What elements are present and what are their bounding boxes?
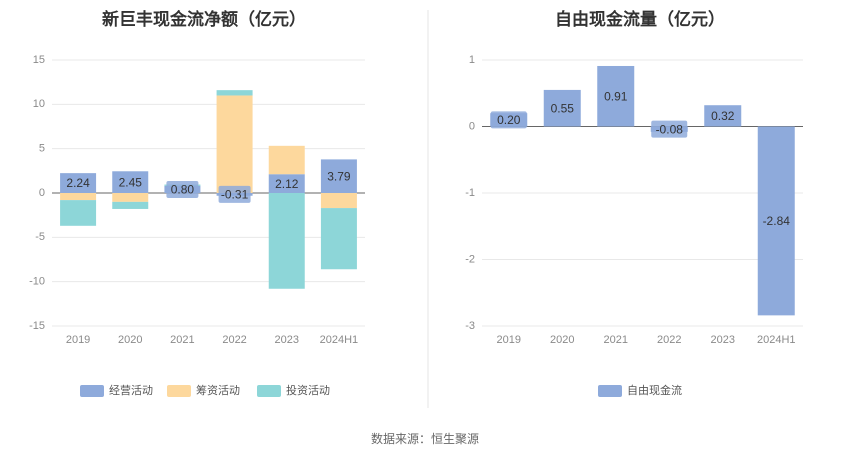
y-tick-label-0-0: 15 [33, 54, 45, 66]
y-tick-label-0-1: 10 [33, 98, 45, 110]
x-tick-label-0-5: 2024H1 [320, 334, 359, 346]
chart-title-0: 新巨丰现金流净额（亿元） [102, 9, 306, 30]
data-label-box-1-2 [597, 87, 634, 105]
x-tick-label-0-1: 2020 [118, 334, 142, 346]
data-label-box-1-5 [758, 212, 795, 230]
legend-swatch-0-0 [80, 385, 104, 397]
x-tick-label-1-3: 2022 [657, 334, 681, 346]
x-tick-label-0-2: 2021 [170, 334, 194, 346]
x-tick-label-1-4: 2023 [711, 334, 735, 346]
y-tick-label-0-6: -15 [29, 320, 45, 332]
data-label-1-4: 0.32 [711, 109, 735, 123]
data-label-1-0: 0.20 [497, 113, 521, 127]
data-label-box-0-5 [322, 167, 355, 185]
y-tick-label-0-3: 0 [39, 187, 45, 199]
data-label-0-4: 2.12 [275, 177, 299, 191]
data-label-1-1: 0.55 [551, 101, 575, 115]
bar-0-2-1 [112, 201, 149, 209]
x-tick-label-0-3: 2022 [222, 334, 246, 346]
bar-0-2-0 [60, 200, 97, 226]
y-tick-label-1-1: 0 [469, 120, 475, 132]
legend-label-1-0: 自由现金流 [627, 383, 682, 397]
bar-0-1-4 [268, 145, 305, 175]
legend-swatch-0-1 [167, 385, 191, 397]
bar-0-1-3 [216, 95, 253, 193]
y-tick-label-1-4: -3 [465, 320, 475, 332]
legend-label-0-1: 筹资活动 [196, 383, 240, 397]
x-tick-label-1-1: 2020 [550, 334, 574, 346]
y-tick-label-0-4: -5 [35, 231, 45, 243]
data-label-0-5: 3.79 [327, 169, 351, 183]
data-label-0-3: -0.31 [221, 188, 249, 202]
data-label-box-1-3 [651, 120, 688, 138]
bar-0-2-5 [320, 208, 357, 270]
y-tick-label-1-2: -1 [465, 187, 475, 199]
data-label-0-1: 2.45 [119, 175, 143, 189]
data-label-box-0-1 [114, 173, 147, 191]
chart-title-1: 自由现金流量（亿元） [555, 9, 725, 30]
data-label-box-0-4 [270, 175, 303, 193]
x-tick-label-0-0: 2019 [66, 334, 90, 346]
legend-swatch-0-2 [257, 385, 281, 397]
y-tick-label-0-5: -10 [29, 276, 45, 288]
data-label-1-5: -2.84 [763, 214, 791, 228]
bar-0-1-0 [60, 193, 97, 201]
y-tick-label-1-0: 1 [469, 54, 475, 66]
y-tick-label-0-2: 5 [39, 143, 45, 155]
legend-swatch-1-0 [598, 385, 622, 397]
bar-0-2-3 [216, 90, 253, 96]
data-label-box-0-0 [62, 174, 95, 192]
y-tick-label-1-3: -2 [465, 253, 475, 265]
data-label-box-0-3 [218, 185, 251, 203]
data-label-box-1-4 [704, 107, 741, 125]
x-tick-label-1-0: 2019 [497, 334, 521, 346]
data-label-0-2: 0.80 [171, 183, 195, 197]
x-tick-label-0-4: 2023 [275, 334, 299, 346]
data-label-1-2: 0.91 [604, 89, 628, 103]
data-label-box-1-0 [490, 111, 527, 129]
bar-0-1-5 [320, 193, 357, 209]
x-tick-label-1-5: 2024H1 [757, 334, 796, 346]
legend-label-0-2: 投资活动 [286, 383, 330, 397]
data-label-0-0: 2.24 [66, 176, 90, 190]
bar-0-2-4 [268, 193, 305, 289]
legend-label-0-0: 经营活动 [109, 383, 153, 397]
x-tick-label-1-2: 2021 [604, 334, 628, 346]
data-label-1-3: -0.08 [656, 122, 684, 136]
source-note: 数据来源：恒生聚源 [370, 432, 479, 446]
bar-0-1-1 [112, 193, 149, 202]
data-label-box-0-2 [166, 180, 199, 198]
data-label-box-1-1 [544, 99, 581, 117]
